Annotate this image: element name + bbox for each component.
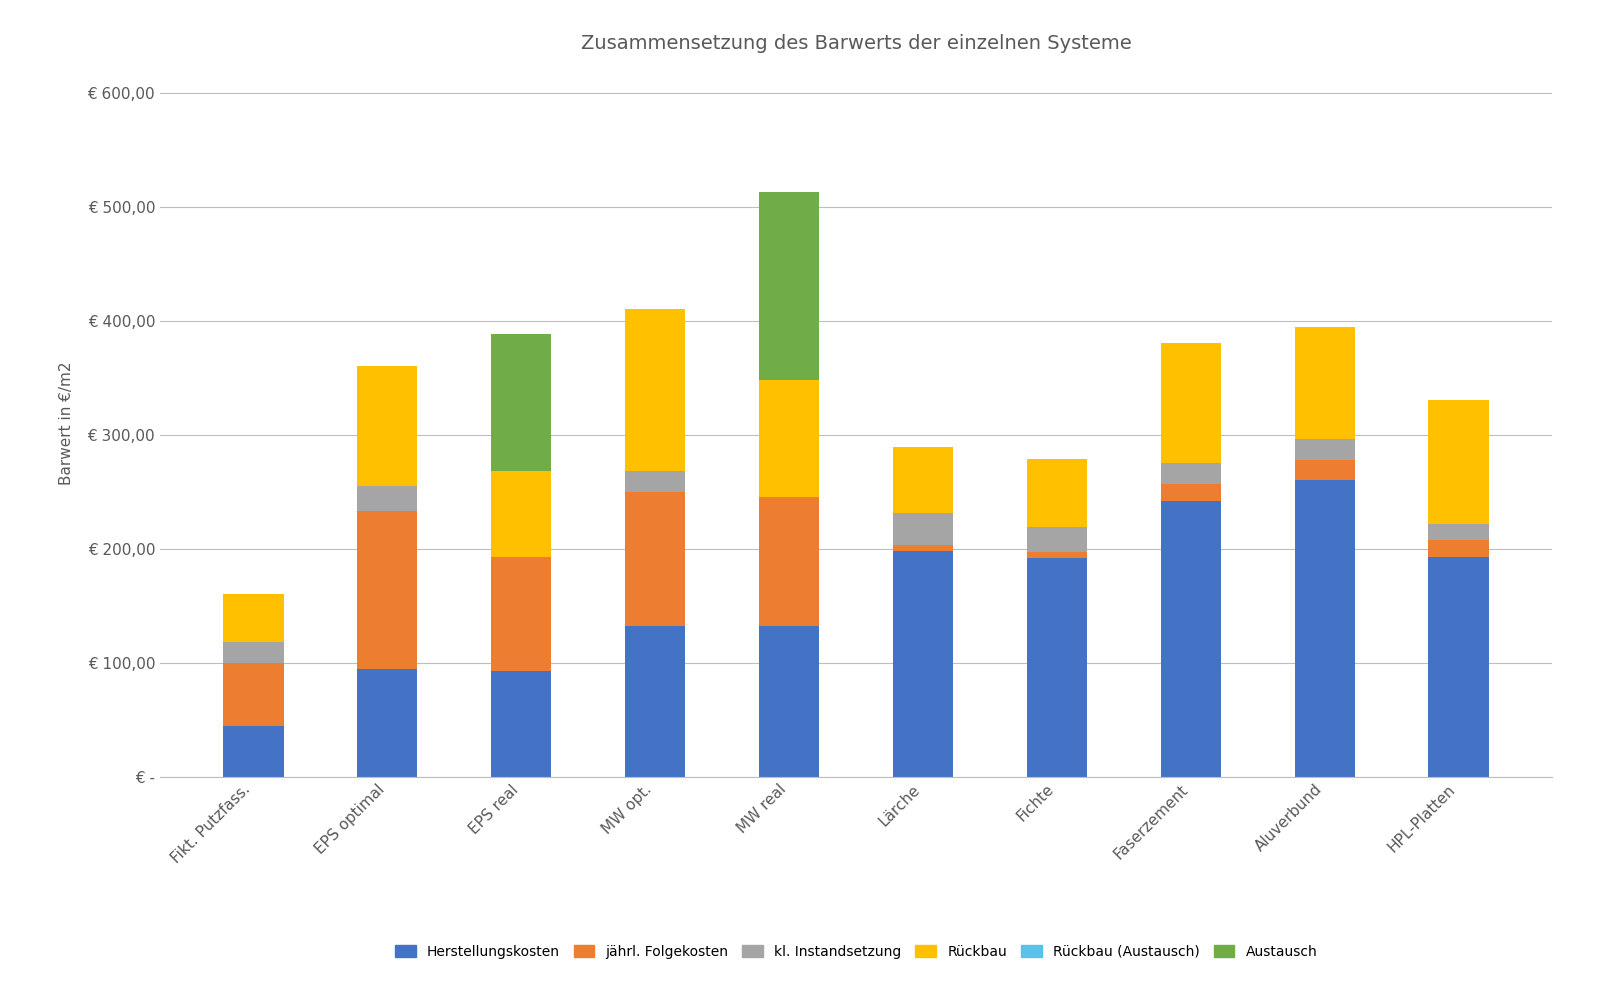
- Bar: [758, 379, 819, 497]
- Bar: [224, 595, 283, 642]
- Bar: [224, 642, 283, 662]
- Bar: [1027, 458, 1086, 527]
- Bar: [224, 725, 283, 777]
- Bar: [1294, 328, 1355, 439]
- Bar: [758, 497, 819, 626]
- Bar: [626, 309, 685, 471]
- Legend: Herstellungskosten, jährl. Folgekosten, kl. Instandsetzung, Rückbau, Rückbau (Au: Herstellungskosten, jährl. Folgekosten, …: [389, 939, 1323, 964]
- Bar: [1294, 460, 1355, 480]
- Bar: [758, 626, 819, 777]
- Bar: [491, 471, 552, 557]
- Bar: [1429, 540, 1488, 557]
- Bar: [1027, 558, 1086, 777]
- Bar: [357, 367, 418, 486]
- Bar: [1429, 524, 1488, 540]
- Bar: [626, 492, 685, 626]
- Bar: [491, 557, 552, 671]
- Bar: [357, 511, 418, 668]
- Bar: [1160, 501, 1221, 777]
- Bar: [1027, 527, 1086, 552]
- Bar: [357, 668, 418, 777]
- Bar: [491, 671, 552, 777]
- Bar: [1294, 439, 1355, 460]
- Bar: [1294, 480, 1355, 777]
- Title: Zusammensetzung des Barwerts der einzelnen Systeme: Zusammensetzung des Barwerts der einzeln…: [581, 34, 1131, 53]
- Bar: [626, 471, 685, 492]
- Bar: [1429, 557, 1488, 777]
- Bar: [1160, 344, 1221, 463]
- Bar: [893, 551, 954, 777]
- Bar: [893, 447, 954, 513]
- Bar: [491, 335, 552, 471]
- Bar: [1429, 400, 1488, 524]
- Bar: [1027, 552, 1086, 558]
- Y-axis label: Barwert in €/m2: Barwert in €/m2: [59, 362, 74, 485]
- Bar: [1160, 484, 1221, 501]
- Bar: [1160, 463, 1221, 484]
- Bar: [758, 192, 819, 379]
- Bar: [893, 546, 954, 551]
- Bar: [357, 486, 418, 511]
- Bar: [224, 662, 283, 725]
- Bar: [626, 626, 685, 777]
- Bar: [893, 513, 954, 546]
